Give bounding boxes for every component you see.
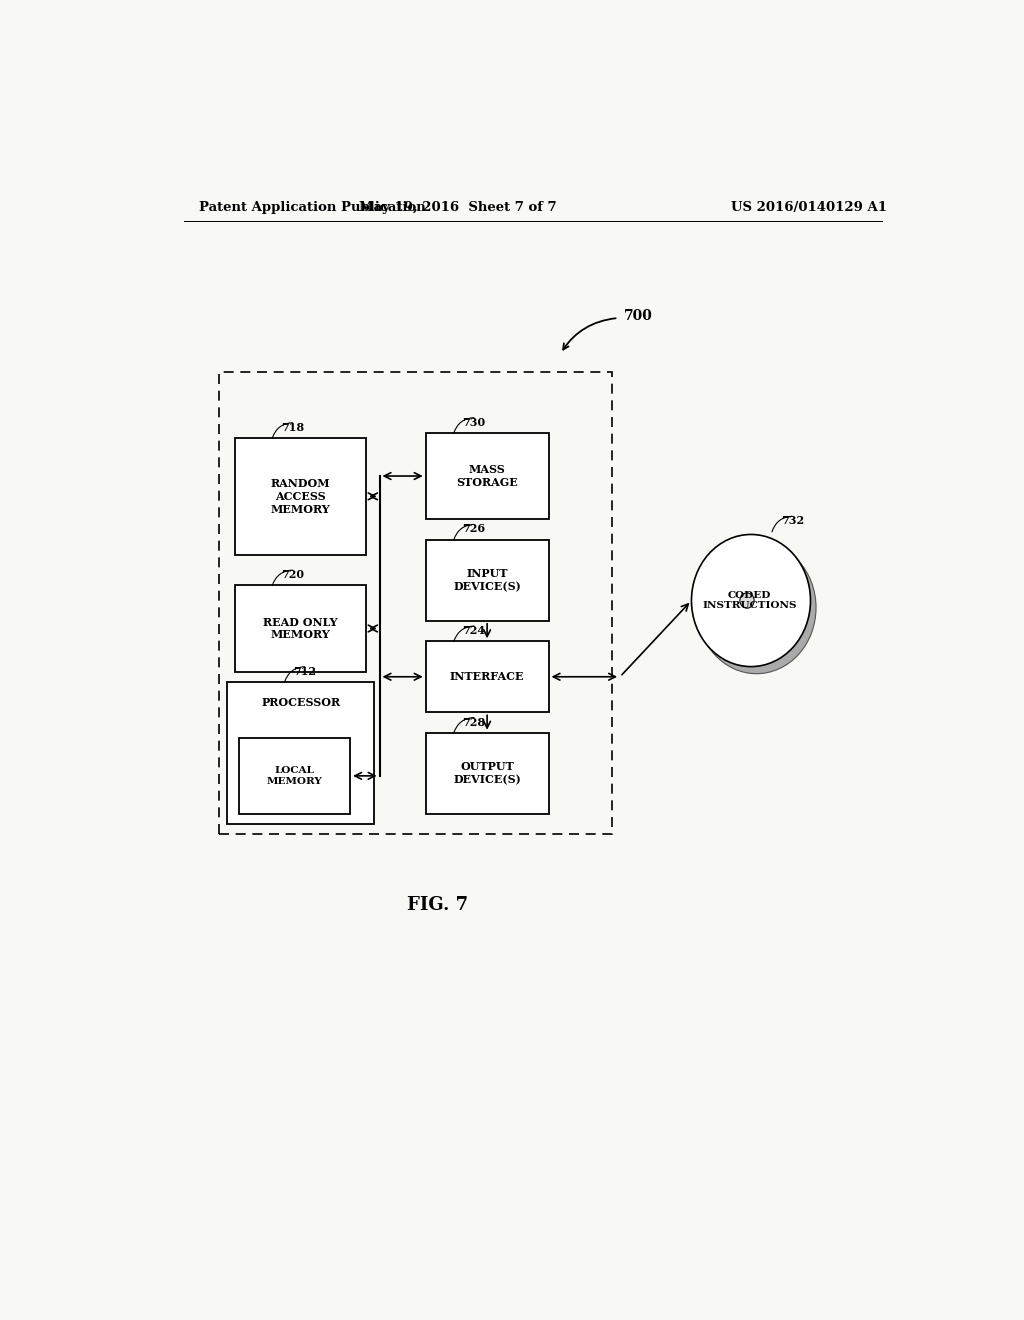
Text: 732: 732 [780, 515, 804, 527]
Ellipse shape [740, 593, 754, 609]
Text: RANDOM
ACCESS
MEMORY: RANDOM ACCESS MEMORY [270, 478, 331, 515]
Text: PROCESSOR: PROCESSOR [261, 697, 340, 708]
Text: LOCAL
MEMORY: LOCAL MEMORY [267, 766, 323, 785]
Text: Patent Application Publication: Patent Application Publication [200, 201, 426, 214]
Text: FIG. 7: FIG. 7 [407, 896, 468, 915]
Bar [236, 438, 367, 554]
Text: INPUT
DEVICE(S): INPUT DEVICE(S) [454, 569, 521, 593]
Text: US 2016/0140129 A1: US 2016/0140129 A1 [731, 201, 887, 214]
Text: MASS
STORAGE: MASS STORAGE [457, 465, 518, 488]
Text: 726: 726 [463, 524, 485, 535]
Text: INTERFACE: INTERFACE [450, 672, 524, 682]
Text: READ ONLY
MEMORY: READ ONLY MEMORY [263, 616, 338, 640]
Text: 712: 712 [293, 665, 316, 677]
Text: 724: 724 [463, 626, 485, 636]
Text: 730: 730 [463, 417, 485, 428]
Text: OUTPUT
DEVICE(S): OUTPUT DEVICE(S) [454, 762, 521, 785]
Text: 728: 728 [463, 717, 485, 727]
Text: 720: 720 [281, 569, 304, 581]
Bar [236, 585, 367, 672]
Ellipse shape [691, 535, 811, 667]
Ellipse shape [697, 541, 816, 673]
Text: 700: 700 [624, 309, 653, 323]
Text: 718: 718 [281, 422, 304, 433]
Bar [426, 540, 549, 620]
Text: CODED
INSTRUCTIONS: CODED INSTRUCTIONS [702, 591, 797, 610]
Bar [426, 733, 549, 814]
Bar [240, 738, 350, 814]
Bar [219, 372, 612, 834]
Text: May 19, 2016  Sheet 7 of 7: May 19, 2016 Sheet 7 of 7 [358, 201, 556, 214]
Bar [426, 433, 549, 519]
Bar [227, 682, 374, 824]
Bar [426, 642, 549, 713]
